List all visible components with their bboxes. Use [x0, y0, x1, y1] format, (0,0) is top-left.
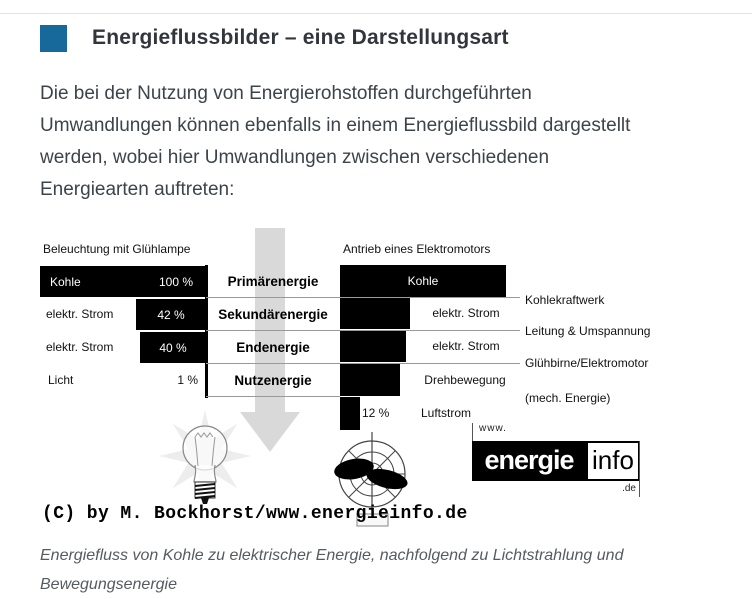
left-row-label: elektr. Strom — [46, 307, 114, 321]
logo-tick-left — [472, 423, 473, 442]
right-bar-luftstrom — [340, 397, 360, 430]
annotation-leitung: Leitung & Umspannung — [525, 324, 651, 338]
right-bar-strom-40 — [340, 331, 406, 362]
stage-nutzenergie: Nutzenergie — [234, 373, 312, 388]
row-separator-line — [206, 297, 520, 298]
stage-sekundaerenergie: Sekundärenergie — [218, 307, 328, 322]
left-row-percent: 1 % — [177, 373, 198, 387]
copyright-text: (C) by M. Bockhorst/www.energieinfo.de — [42, 504, 468, 524]
right-row-label: elektr. Strom — [432, 306, 500, 320]
right-row-label: Luftstrom — [421, 406, 472, 420]
logo-energie-box: energie — [472, 441, 586, 481]
right-section-header: Antrieb eines Elektromotors — [343, 242, 491, 256]
logo-info-box: info — [586, 441, 640, 481]
top-divider — [0, 13, 752, 14]
bar-percent: 100 % — [158, 274, 193, 289]
light-bulb-icon — [159, 410, 251, 504]
left-divider-line — [205, 265, 208, 398]
row-separator-line — [206, 330, 520, 331]
stage-endenergie: Endenergie — [236, 340, 310, 355]
bar-percent: 40 % — [159, 340, 187, 355]
stage-primaerenergie: Primärenergie — [227, 274, 319, 289]
figure-caption: Energiefluss von Kohle zu elektrischer E… — [40, 541, 740, 599]
caption-line: Bewegungsenergie — [40, 576, 177, 593]
down-arrow-icon — [240, 228, 300, 452]
bar-label: Kohle — [50, 274, 81, 289]
bar-label: Kohle — [407, 274, 439, 288]
right-bar-kohle: Kohle — [340, 265, 506, 297]
left-row-label: elektr. Strom — [46, 340, 114, 354]
row-separator-line — [206, 396, 340, 397]
left-bar-strom-42: 42 % — [136, 299, 206, 330]
annotation-mech-energie: (mech. Energie) — [525, 391, 611, 405]
right-row-percent: 12 % — [362, 406, 390, 420]
logo-tick-right — [639, 441, 640, 497]
intro-line: Die bei der Nutzung von Energierohstoffe… — [40, 83, 532, 104]
energieinfo-logo: www. energie info .de — [470, 420, 642, 500]
row-separator-line — [206, 363, 520, 364]
energy-flow-figure: Beleuchtung mit Glühlampe Antrieb eines … — [0, 228, 752, 538]
logo-de-text: .de — [622, 483, 636, 494]
intro-line: werden, wobei hier Umwandlungen zwischen… — [40, 147, 550, 168]
annotation-gluehbirne: Glühbirne/Elektromotor — [525, 356, 649, 370]
page-title: Energieflussbilder – eine Darstellungsar… — [92, 26, 509, 49]
annotation-kohlekraftwerk: Kohlekraftwerk — [525, 293, 605, 307]
intro-line: Energiearten auftreten: — [40, 179, 235, 200]
left-row-label: Licht — [48, 373, 74, 387]
intro-line: Umwandlungen können ebenfalls in einem E… — [40, 115, 631, 136]
left-bar-kohle: Kohle 100 % — [40, 266, 206, 297]
heading-accent-square — [40, 25, 67, 52]
right-row-label: elektr. Strom — [432, 339, 500, 353]
fan-logo-icon — [334, 432, 408, 527]
left-section-header: Beleuchtung mit Glühlampe — [43, 242, 191, 256]
right-bar-drehbewegung — [340, 364, 400, 396]
left-bar-strom-40: 40 % — [140, 332, 206, 363]
intro-paragraph: Die bei der Nutzung von Energierohstoffe… — [40, 78, 740, 206]
bar-percent: 42 % — [157, 307, 185, 322]
right-bar-strom-42 — [340, 298, 410, 329]
logo-www-text: www. — [479, 423, 507, 434]
caption-line: Energiefluss von Kohle zu elektrischer E… — [40, 547, 624, 564]
right-row-label: Drehbewegung — [424, 373, 506, 387]
